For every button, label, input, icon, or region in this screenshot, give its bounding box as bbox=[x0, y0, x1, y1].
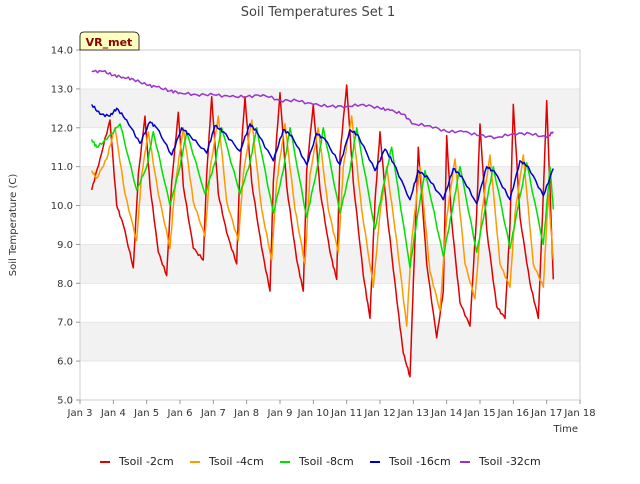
x-tick-label: Jan 10 bbox=[297, 408, 329, 419]
plot-frame bbox=[79, 49, 581, 401]
y-tick-label: 9.0 bbox=[57, 240, 73, 251]
y-tick-label: 8.0 bbox=[57, 279, 73, 290]
legend-label: Tsoil -8cm bbox=[298, 455, 354, 468]
x-tick-label: Jan 11 bbox=[330, 408, 362, 419]
y-tick-label: 13.0 bbox=[51, 84, 73, 95]
y-axis-label: Soil Temperature (C) bbox=[8, 174, 19, 277]
y-tick-label: 5.0 bbox=[57, 396, 73, 407]
series-line-tsoil-8cm bbox=[90, 123, 555, 269]
x-tick-label: Jan 17 bbox=[530, 408, 562, 419]
legend-label: Tsoil -4cm bbox=[208, 455, 264, 468]
x-tick-label: Jan 12 bbox=[363, 408, 395, 419]
y-tick-label: 10.0 bbox=[51, 201, 73, 212]
y-tick-label: 12.0 bbox=[51, 123, 73, 134]
y-axis-ticks: 5.0 6.0 7.0 8.0 9.0 10.0 11.0 12.0 13.0 14.0 bbox=[51, 46, 80, 407]
chart-title: Soil Temperatures Set 1 bbox=[241, 5, 396, 20]
legend-item: Tsoil -16cm bbox=[370, 455, 451, 468]
x-tick-label: Jan 18 bbox=[563, 408, 595, 419]
x-tick-label: Jan 13 bbox=[397, 408, 429, 419]
series-line-tsoil-32cm bbox=[91, 69, 554, 140]
series-layer bbox=[90, 69, 555, 378]
x-tick-label: Jan 7 bbox=[200, 408, 226, 419]
x-tick-label: Jan 15 bbox=[463, 408, 495, 419]
grid-band bbox=[80, 322, 580, 362]
legend-item: Tsoil -8cm bbox=[280, 455, 354, 468]
legend-item: Tsoil -2cm bbox=[100, 455, 174, 468]
vr-met-badge: VR_met bbox=[79, 31, 140, 51]
legend: Tsoil -2cm Tsoil -4cm Tsoil -8cm Tsoil -16c… bbox=[100, 455, 541, 468]
x-tick-label: Jan 8 bbox=[233, 408, 259, 419]
x-tick-label: Jan 9 bbox=[267, 408, 293, 419]
y-tick-label: 11.0 bbox=[51, 162, 73, 173]
vr-met-label: VR_met bbox=[86, 36, 133, 49]
x-tick-label: Jan 4 bbox=[100, 408, 126, 419]
legend-label: Tsoil -32cm bbox=[478, 455, 541, 468]
x-tick-label: Jan 5 bbox=[133, 408, 159, 419]
x-tick-label: Jan 6 bbox=[167, 408, 193, 419]
x-tick-label: Jan 14 bbox=[430, 408, 462, 419]
legend-label: Tsoil -16cm bbox=[388, 455, 451, 468]
series-line-tsoil-16cm bbox=[91, 104, 554, 205]
series-line-tsoil-2cm bbox=[90, 84, 555, 378]
y-tick-label: 6.0 bbox=[57, 357, 73, 368]
y-tick-label: 14.0 bbox=[51, 46, 73, 57]
legend-item: Tsoil -32cm bbox=[460, 455, 541, 468]
x-tick-label: Jan 16 bbox=[497, 408, 529, 419]
x-axis-label: Time bbox=[553, 424, 578, 435]
x-axis-ticks: Jan 3 Jan 4 Jan 5 Jan 6 Jan 7 Jan 8 Jan 9 Jan 1… bbox=[67, 400, 596, 419]
x-tick-label: Jan 3 bbox=[67, 408, 93, 419]
legend-label: Tsoil -2cm bbox=[118, 455, 174, 468]
legend-item: Tsoil -4cm bbox=[190, 455, 264, 468]
grid-band bbox=[80, 88, 580, 128]
y-tick-label: 7.0 bbox=[57, 318, 73, 329]
